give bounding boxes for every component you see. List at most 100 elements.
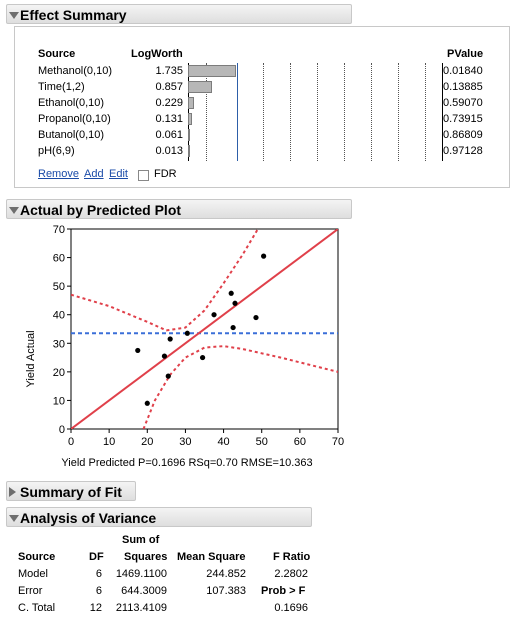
x-tick-label: 30: [179, 436, 191, 448]
effect-row[interactable]: Ethanol(0,10) 0.229 0.59070: [15, 96, 509, 112]
y-tick-label: 30: [53, 338, 65, 350]
effect-source: Time(1,2): [38, 81, 85, 93]
anova-header-f-ratio: F Ratio: [273, 551, 311, 563]
analysis-of-variance-header[interactable]: Analysis of Variance: [6, 507, 312, 527]
gridline: [206, 63, 207, 161]
effect-pvalue: 0.73915: [443, 113, 483, 125]
logworth-bar: [188, 145, 190, 157]
collapse-triangle-icon[interactable]: [9, 515, 19, 522]
anova-source: Model: [18, 568, 48, 580]
effect-logworth: 1.735: [155, 65, 183, 77]
x-tick-label: 60: [294, 436, 306, 448]
anova-header-sumsq-2: Squares: [124, 551, 168, 563]
effect-pvalue: 0.01840: [443, 65, 483, 77]
y-tick-label: 20: [53, 367, 65, 379]
data-point: [211, 312, 217, 318]
effect-pvalue: 0.13885: [443, 81, 483, 93]
anova-header-source: Source: [18, 551, 56, 563]
data-point: [135, 347, 141, 354]
gridline: [317, 63, 318, 161]
add-link[interactable]: Add: [84, 168, 104, 180]
gridline: [263, 63, 264, 161]
gridline: [344, 63, 345, 161]
lower-confidence-curve: [142, 345, 338, 429]
bar-axis-right: [442, 63, 443, 161]
logworth-header: LogWorth: [131, 48, 183, 60]
gridline: [371, 63, 372, 161]
y-tick-label: 40: [53, 310, 65, 322]
anova-ms: 107.383: [206, 585, 246, 597]
effect-source: Butanol(0,10): [38, 129, 105, 141]
data-point: [167, 336, 173, 342]
effect-source: Methanol(0,10): [38, 65, 112, 77]
data-point: [230, 324, 236, 331]
anova-prob-f-value: 0.1696: [274, 602, 308, 614]
x-tick-label: 50: [256, 436, 268, 448]
pvalue-header: PValue: [447, 48, 484, 60]
data-point: [228, 290, 234, 296]
effect-logworth: 0.013: [155, 145, 183, 157]
effect-summary-title: Effect Summary: [20, 7, 127, 23]
effect-row[interactable]: pH(6,9) 0.013 0.97128: [15, 144, 509, 160]
actual-by-predicted-chart: Yield Actual Yield Predicted P=0.1696 RS…: [25, 224, 344, 469]
gridline: [398, 63, 399, 161]
x-tick-label: 20: [141, 436, 153, 448]
y-tick-label: 50: [53, 281, 65, 293]
anova-header-prob-f: Prob > F: [261, 585, 306, 597]
effect-row[interactable]: Time(1,2) 0.857 0.13885: [15, 80, 509, 96]
anova-header-mean-square: Mean Square: [177, 551, 246, 563]
anova-ss: 1469.1100: [115, 568, 167, 580]
source-header: Source: [38, 48, 76, 60]
effect-row[interactable]: Butanol(0,10) 0.061 0.86809: [15, 128, 509, 144]
fdr-label: FDR: [154, 168, 177, 180]
expand-triangle-icon[interactable]: [9, 487, 16, 497]
effect-logworth: 0.131: [155, 113, 183, 125]
x-axis-label: Yield Predicted P=0.1696 RSq=0.70 RMSE=1…: [61, 457, 312, 469]
anova-source: C. Total: [18, 602, 56, 614]
summary-of-fit-header[interactable]: Summary of Fit: [6, 481, 136, 501]
anova-ss: 644.3009: [121, 585, 167, 597]
actual-by-predicted-header[interactable]: Actual by Predicted Plot: [6, 199, 352, 219]
effect-summary-panel: Source LogWorth PValue Methanol(0,10) 1.…: [14, 26, 510, 188]
edit-link[interactable]: Edit: [109, 168, 128, 180]
fdr-checkbox[interactable]: [138, 170, 149, 181]
data-point: [161, 353, 168, 359]
anova-header-sumsq-1: Sum of: [122, 534, 160, 546]
data-point: [144, 400, 150, 406]
anova-df: 6: [95, 568, 102, 580]
anova-df: 12: [89, 602, 102, 614]
y-axis-label: Yield Actual: [25, 330, 37, 387]
logworth-bar: [188, 65, 237, 77]
effect-source: Ethanol(0,10): [38, 97, 105, 109]
anova-source: Error: [18, 585, 43, 597]
effect-row[interactable]: Propanol(0,10) 0.131 0.73915: [15, 112, 509, 128]
collapse-triangle-icon[interactable]: [9, 207, 19, 214]
collapse-triangle-icon[interactable]: [9, 12, 19, 19]
effect-summary-header[interactable]: Effect Summary: [6, 4, 352, 24]
effect-pvalue: 0.97128: [443, 145, 483, 157]
logworth-bar: [188, 129, 190, 141]
x-tick-label: 70: [332, 436, 344, 448]
anova-f-ratio-value: 2.2802: [274, 568, 308, 580]
data-point: [232, 300, 238, 306]
gridline: [425, 63, 426, 161]
data-point: [261, 253, 267, 259]
bar-axis-left: [188, 63, 189, 161]
summary-of-fit-title: Summary of Fit: [20, 484, 122, 500]
data-point: [165, 373, 171, 379]
logworth-bar: [188, 97, 195, 109]
x-tick-label: 0: [68, 436, 74, 448]
effect-source: Propanol(0,10): [38, 113, 111, 125]
effect-pvalue: 0.86809: [443, 129, 483, 141]
x-tick-label: 10: [103, 436, 115, 448]
anova-ms: 244.852: [206, 568, 246, 580]
effect-row[interactable]: Methanol(0,10) 1.735 0.01840: [15, 64, 509, 80]
analysis-of-variance-title: Analysis of Variance: [20, 510, 157, 526]
significance-line: [237, 63, 238, 161]
remove-link[interactable]: Remove: [38, 168, 79, 180]
y-tick-label: 0: [59, 424, 65, 436]
data-point: [199, 354, 206, 361]
data-point: [253, 314, 259, 321]
data-point: [184, 330, 190, 336]
effect-logworth: 0.857: [155, 81, 183, 93]
